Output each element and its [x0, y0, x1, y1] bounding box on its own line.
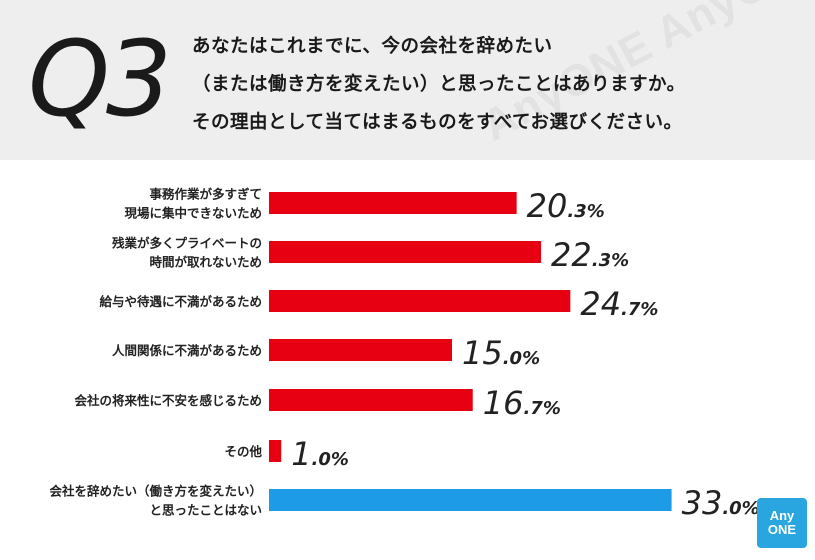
category-label-6-line-1: その他 — [224, 444, 262, 459]
question-number: Q3 — [28, 18, 172, 140]
bar-2 — [269, 241, 542, 263]
value-label-4: 15.0% — [462, 334, 540, 372]
anyone-logo: Any ONE — [757, 498, 807, 548]
question-line-2: （または働き方を変えたい）と思ったことはありますか。 — [192, 74, 686, 95]
value-label-5: 16.7% — [483, 384, 561, 422]
logo-line-any: Any — [769, 508, 795, 523]
question-header: AnyONE AnyONE Q3 あなたはこれまでに、今の会社を辞めたい （また… — [0, 0, 815, 160]
category-label-2-line-1: 残業が多くプライベートの — [112, 236, 262, 251]
category-label-3-line-1: 給与や待遇に不満があるため — [99, 294, 262, 309]
bar-4 — [269, 339, 452, 361]
category-label-7-line-1: 会社を辞めたい（働き方を変えたい） — [49, 484, 262, 499]
bar-5 — [269, 389, 473, 411]
value-label-3: 24.7% — [580, 285, 658, 323]
category-label-5-line-1: 会社の将来性に不安を感じるため — [74, 393, 262, 408]
value-label-2: 22.3% — [551, 236, 629, 274]
value-label-1: 20.3% — [527, 187, 605, 225]
category-label-1-line-1: 事務作業が多すぎて — [149, 187, 262, 202]
bar-1 — [269, 192, 517, 214]
category-label-2-line-2: 時間が取れないため — [149, 255, 262, 270]
logo-line-one: ONE — [767, 522, 797, 537]
value-label-6: 1.0% — [291, 435, 349, 473]
question-text: あなたはこれまでに、今の会社を辞めたい （または働き方を変えたい）と思ったことは… — [192, 28, 792, 142]
question-line-3: その理由として当てはまるものをすべてお選びください。 — [192, 112, 683, 133]
bar-3 — [269, 290, 571, 312]
category-label-4-line-1: 人間関係に不満があるため — [112, 343, 262, 358]
bar-7 — [269, 489, 672, 511]
bar-6 — [269, 440, 282, 462]
category-label-7-line-2: と思ったことはない — [149, 503, 262, 518]
value-label-7: 33.0% — [682, 484, 760, 522]
category-label-1-line-2: 現場に集中できないため — [124, 206, 262, 221]
question-line-1: あなたはこれまでに、今の会社を辞めたい — [192, 36, 553, 57]
